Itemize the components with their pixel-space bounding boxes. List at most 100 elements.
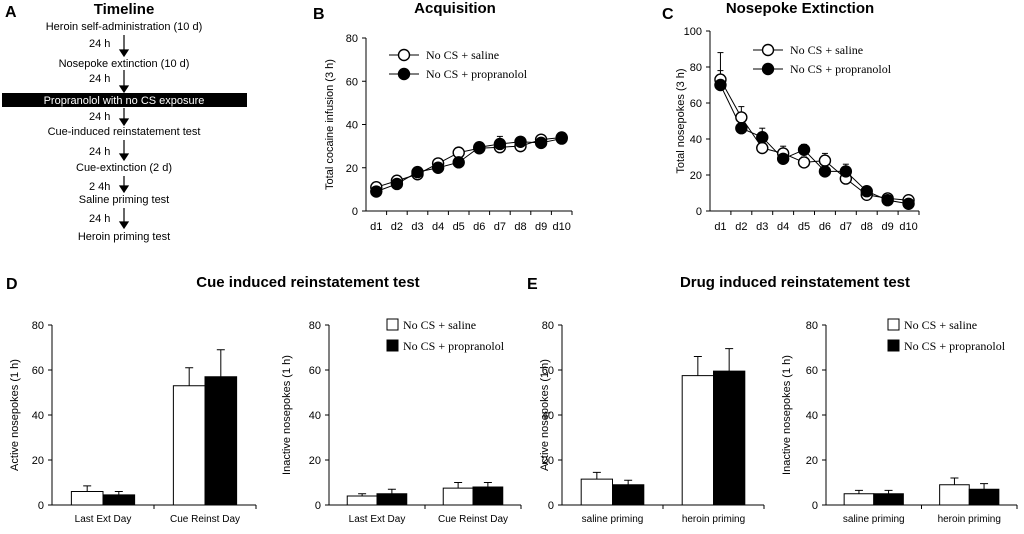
- timeline-step-5: Cue-extinction (2 d): [76, 162, 172, 174]
- data-point: [431, 161, 445, 174]
- y-tick-label: 20: [690, 170, 702, 182]
- series-line: [720, 79, 909, 201]
- timeline-highlight-bar: [2, 93, 247, 107]
- panel-label-a: A: [5, 4, 17, 21]
- y-tick-label: 60: [806, 365, 818, 377]
- x-tick-label: d3: [411, 221, 423, 233]
- bar: [102, 494, 136, 506]
- timeline-arrowhead-1: [118, 49, 130, 58]
- data-point: [534, 136, 548, 150]
- timeline-arrowhead-4: [118, 153, 130, 162]
- data-point: [756, 141, 769, 155]
- y-tick-label: 40: [309, 410, 321, 422]
- legend-marker: [761, 43, 775, 57]
- panel-label: C: [662, 6, 674, 23]
- data-point: [818, 154, 832, 167]
- legend-swatch: [386, 318, 399, 331]
- timeline-interval-6: 24 h: [89, 213, 110, 225]
- y-axis-label: Total cocaine infusion (3 h): [324, 59, 336, 190]
- x-tick-label: d5: [453, 221, 465, 233]
- data-point: [797, 156, 811, 169]
- timeline-step-1: Heroin self-administration (10 d): [46, 21, 203, 33]
- data-point: [452, 156, 465, 169]
- timeline-interval-5: 2 4h: [89, 181, 110, 193]
- data-point: [881, 193, 894, 207]
- timeline-arrowhead-6: [118, 221, 130, 230]
- y-tick-label: 60: [309, 365, 321, 377]
- bar: [442, 487, 474, 506]
- y-tick-label: 40: [346, 120, 358, 132]
- x-tick-label: saline priming: [843, 514, 905, 525]
- bar: [376, 493, 408, 506]
- chart-acquisition: B Acquisition 0 20 40 60 80 Total cocaine infus…: [313, 0, 573, 233]
- bar: [204, 376, 238, 506]
- data-point: [390, 177, 404, 191]
- y-tick-label: 40: [542, 410, 554, 422]
- y-axis-label: Inactive nosepokes (1 h): [281, 355, 293, 475]
- x-tick-label: d1: [370, 221, 382, 233]
- y-tick-label: 60: [542, 365, 554, 377]
- timeline-interval-1: 24 h: [89, 38, 110, 50]
- chart-drug-inactive-nosepokes: 0 20 40 60 80 Inactive nosepokes (1 h) saline …: [781, 318, 1018, 525]
- data-point: [555, 132, 568, 145]
- y-tick-label: 40: [32, 410, 44, 422]
- legend-label: No CS + saline: [904, 318, 977, 332]
- timeline-arrowhead-2: [118, 85, 130, 94]
- data-point: [493, 137, 507, 151]
- x-tick-label: Cue Reinst Day: [170, 514, 240, 525]
- y-tick-label: 20: [346, 163, 358, 175]
- legend-marker: [761, 62, 775, 76]
- bar: [939, 484, 970, 506]
- y-axis-label: Active nosepokes (1 h): [9, 359, 21, 471]
- x-tick-label: d2: [391, 221, 403, 233]
- bar: [172, 385, 206, 506]
- legend-label: No CS + saline: [790, 43, 863, 57]
- y-tick-label: 0: [315, 500, 321, 512]
- legend-label: No CS + propranolol: [403, 339, 505, 353]
- y-tick-label: 60: [346, 76, 358, 88]
- y-axis-label: Total nosepokes (3 h): [675, 68, 687, 173]
- data-point: [735, 111, 748, 124]
- data-point: [776, 152, 790, 166]
- data-point: [714, 78, 727, 92]
- y-tick-label: 80: [32, 320, 44, 332]
- timeline-arrowhead-3: [118, 118, 130, 127]
- legend-swatch: [887, 339, 900, 352]
- chart-title: Acquisition: [414, 0, 496, 17]
- y-tick-label: 80: [346, 33, 358, 45]
- x-tick-label: d9: [882, 221, 894, 233]
- data-point: [514, 135, 527, 149]
- x-tick-label: heroin priming: [938, 514, 1001, 525]
- x-tick-label: d8: [514, 221, 526, 233]
- section-title-d: Cue induced reinstatement test: [196, 274, 419, 291]
- x-tick-label: d10: [899, 221, 917, 233]
- x-tick-label: heroin priming: [682, 514, 745, 525]
- timeline-arrowhead-5: [118, 185, 130, 194]
- y-tick-label: 0: [812, 500, 818, 512]
- y-tick-label: 20: [806, 455, 818, 467]
- bar: [713, 370, 746, 506]
- x-tick-label: d1: [714, 221, 726, 233]
- bar: [346, 495, 378, 506]
- bar: [843, 493, 875, 506]
- y-tick-label: 60: [690, 98, 702, 110]
- y-axis-label: Inactive nosepokes (1 h): [781, 355, 793, 475]
- bar: [968, 488, 1000, 506]
- y-tick-label: 20: [32, 455, 44, 467]
- x-tick-label: d3: [756, 221, 768, 233]
- x-tick-label: d6: [819, 221, 831, 233]
- x-tick-label: d5: [798, 221, 810, 233]
- timeline-step-6: Saline priming test: [79, 194, 170, 206]
- x-tick-label: d4: [432, 221, 444, 233]
- y-tick-label: 80: [542, 320, 554, 332]
- panel-label-e: E: [527, 276, 538, 293]
- data-point: [818, 165, 832, 178]
- legend-swatch: [887, 318, 900, 331]
- y-tick-label: 80: [309, 320, 321, 332]
- data-point: [735, 121, 748, 135]
- bar: [472, 486, 504, 506]
- legend-label: No CS + propranolol: [426, 67, 528, 81]
- data-point: [473, 141, 486, 154]
- data-point: [797, 143, 811, 157]
- y-tick-label: 0: [696, 206, 702, 218]
